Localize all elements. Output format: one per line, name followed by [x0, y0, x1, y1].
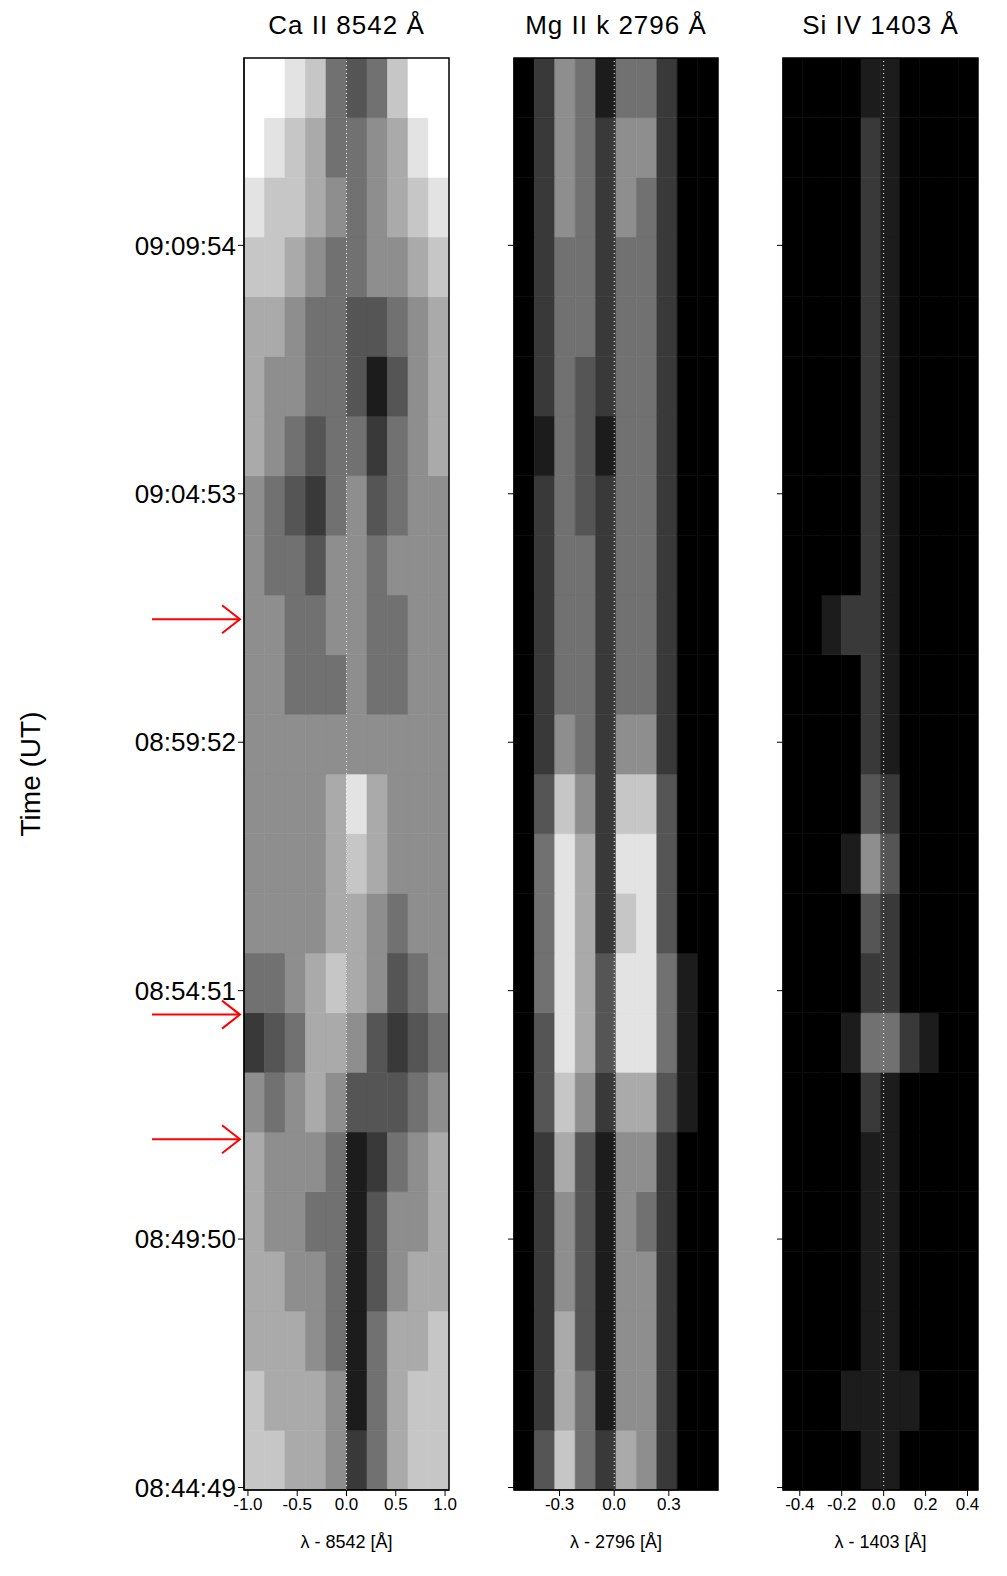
svg-text:-1.0: -1.0	[233, 1495, 262, 1514]
svg-text:08:44:49: 08:44:49	[135, 1473, 236, 1503]
svg-text:0.2: 0.2	[914, 1495, 938, 1514]
svg-text:λ - 8542 [Å]: λ - 8542 [Å]	[300, 1532, 392, 1552]
svg-text:-0.4: -0.4	[785, 1495, 814, 1514]
html-text:Ca II 8542 Å: Ca II 8542 Å	[268, 10, 425, 40]
svg-text:λ - 2796 [Å]: λ - 2796 [Å]	[570, 1532, 662, 1552]
svg-text:0.4: 0.4	[956, 1495, 980, 1514]
svg-text:0.0: 0.0	[872, 1495, 896, 1514]
svg-text:-0.2: -0.2	[827, 1495, 856, 1514]
svg-text:08:49:50: 08:49:50	[135, 1224, 236, 1254]
svg-text:0.3: 0.3	[657, 1495, 681, 1514]
svg-text:Time (UT): Time (UT)	[15, 712, 46, 837]
svg-text:0.0: 0.0	[602, 1495, 626, 1514]
svg-text:0.0: 0.0	[335, 1495, 359, 1514]
svg-text:1.0: 1.0	[433, 1495, 457, 1514]
svg-text:08:54:51: 08:54:51	[135, 976, 236, 1006]
svg-text:λ - 1403 [Å]: λ - 1403 [Å]	[834, 1532, 926, 1552]
svg-text:0.5: 0.5	[384, 1495, 408, 1514]
svg-text:09:09:54: 09:09:54	[135, 231, 236, 261]
html-text:Si IV 1403 Å: Si IV 1403 Å	[802, 10, 959, 40]
svg-text:09:04:53: 09:04:53	[135, 479, 236, 509]
html-text:Mg II k 2796 Å: Mg II k 2796 Å	[525, 10, 707, 40]
svg-text:-0.5: -0.5	[283, 1495, 312, 1514]
svg-text:-0.3: -0.3	[545, 1495, 574, 1514]
svg-text:08:59:52: 08:59:52	[135, 727, 236, 757]
